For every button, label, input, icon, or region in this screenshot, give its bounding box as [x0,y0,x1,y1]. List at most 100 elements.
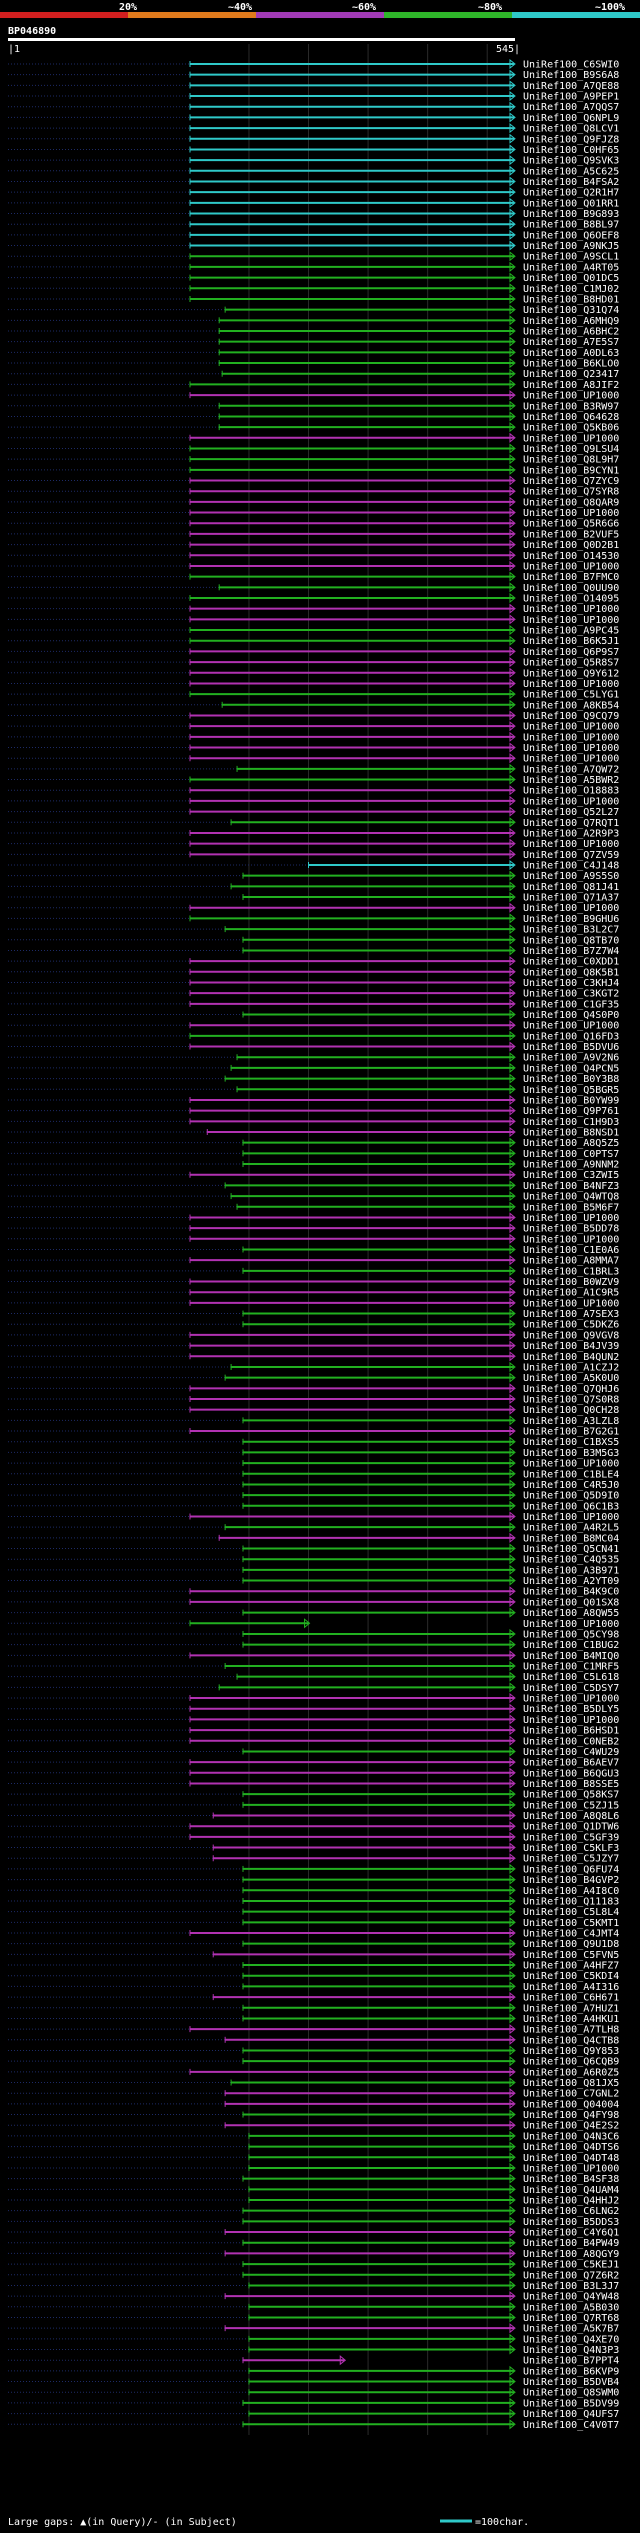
hit-label[interactable]: UniRef100_Q4YW48 [523,2292,619,2303]
hit-row[interactable]: UniRef100_B5DDS3 [8,2216,619,2228]
hit-label[interactable]: UniRef100_C5L618 [523,1672,619,1683]
hit-label[interactable]: UniRef100_UP1000 [523,1213,619,1224]
hit-row[interactable]: UniRef100_UP1000 [8,678,619,690]
hit-label[interactable]: UniRef100_C5KEJ1 [523,2260,619,2271]
hit-row[interactable]: UniRef100_Q8TB70 [8,934,619,946]
hit-row[interactable]: UniRef100_A4RT05 [8,261,619,273]
hit-label[interactable]: UniRef100_A7HUZ1 [523,2003,619,2014]
hit-row[interactable]: UniRef100_Q7ZV59 [8,849,619,861]
hit-row[interactable]: UniRef100_Q4CTB8 [8,2034,619,2046]
hit-label[interactable]: UniRef100_Q1DTW6 [523,1822,619,1833]
hit-row[interactable]: UniRef100_Q9Y612 [8,667,619,679]
hit-row[interactable]: UniRef100_B6KVP9 [8,2365,619,2377]
hit-row[interactable]: UniRef100_C5DSY7 [8,1682,619,1694]
hit-row[interactable]: UniRef100_UP1000 [8,1714,619,1726]
hit-row[interactable]: UniRef100_C4JMT4 [8,1927,619,1940]
hit-row[interactable]: UniRef100_A9PC45 [8,624,619,637]
hit-label[interactable]: UniRef100_C0HF65 [523,145,619,156]
hit-row[interactable]: UniRef100_Q4PCN5 [8,1062,619,1074]
hit-label[interactable]: UniRef100_A5K7B7 [523,2324,619,2335]
hit-row[interactable]: UniRef100_UP1000 [8,753,619,765]
hit-label[interactable]: UniRef100_B0YW99 [523,1095,619,1106]
hit-label[interactable]: UniRef100_B6AEV7 [523,1758,619,1769]
hit-row[interactable]: UniRef100_UP1000 [8,603,619,615]
hit-label[interactable]: UniRef100_UP1000 [523,561,619,572]
hit-label[interactable]: UniRef100_C5DSY7 [523,1683,619,1694]
hit-label[interactable]: UniRef100_Q9Y612 [523,668,619,679]
hit-label[interactable]: UniRef100_B3M5G3 [523,1448,619,1459]
hit-label[interactable]: UniRef100_C4J148 [523,861,619,872]
hit-row[interactable]: UniRef100_Q4N3P3 [8,2344,619,2356]
hit-row[interactable]: UniRef100_A4I316 [8,1981,619,1993]
hit-row[interactable]: UniRef100_C4Y6Q1 [8,2226,619,2239]
hit-row[interactable]: UniRef100_UP1000 [8,721,619,733]
hit-row[interactable]: UniRef100_Q71A37 [8,891,619,904]
hit-label[interactable]: UniRef100_O14530 [523,551,619,562]
hit-label[interactable]: UniRef100_C1BLE4 [523,1469,619,1480]
hit-row[interactable]: UniRef100_Q5R6G6 [8,518,619,530]
hit-label[interactable]: UniRef100_A7SEX3 [523,1309,619,1320]
hit-row[interactable]: UniRef100_A2YT09 [8,1575,619,1587]
hit-row[interactable]: UniRef100_UP1000 [8,1297,619,1309]
hit-label[interactable]: UniRef100_B3L2C7 [523,925,619,936]
hit-row[interactable]: UniRef100_UP1000 [8,795,619,807]
hit-row[interactable]: UniRef100_A6R0Z5 [8,2066,619,2078]
hit-label[interactable]: UniRef100_A7TLH8 [523,2025,619,2036]
hit-row[interactable]: UniRef100_Q9LSU4 [8,443,619,455]
hit-row[interactable]: UniRef100_Q2R1H7 [8,187,619,199]
hit-row[interactable]: UniRef100_A5C625 [8,165,619,177]
hit-label[interactable]: UniRef100_UP1000 [523,903,619,914]
hit-label[interactable]: UniRef100_Q4E2S2 [523,2121,619,2132]
hit-label[interactable]: UniRef100_Q7SYR8 [523,487,619,498]
hit-label[interactable]: UniRef100_Q9P761 [523,1106,619,1117]
hit-label[interactable]: UniRef100_UP1000 [523,796,619,807]
hit-row[interactable]: UniRef100_C5KMT1 [8,1917,619,1929]
hit-row[interactable]: UniRef100_Q6OEF8 [8,229,619,241]
hit-row[interactable]: UniRef100_A1CZJ2 [8,1361,619,1373]
hit-label[interactable]: UniRef100_A3LZL8 [523,1416,619,1427]
hit-row[interactable]: UniRef100_B5DLY5 [8,1703,619,1715]
hit-label[interactable]: UniRef100_Q4CTB8 [523,2035,619,2046]
hit-label[interactable]: UniRef100_C6LNG2 [523,2206,619,2217]
hit-row[interactable]: UniRef100_C5KLF3 [8,1842,619,1854]
hit-row[interactable]: UniRef100_Q7Z6R2 [8,2269,619,2281]
hit-row[interactable]: UniRef100_UP1000 [8,731,619,743]
hit-row[interactable]: UniRef100_Q6C1B3 [8,1500,619,1512]
hit-row[interactable]: UniRef100_C1BUG2 [8,1639,619,1651]
hit-row[interactable]: UniRef100_Q6P9S7 [8,646,619,658]
hit-row[interactable]: UniRef100_B0YW99 [8,1094,619,1106]
hit-label[interactable]: UniRef100_A4R2L5 [523,1523,619,1534]
hit-row[interactable]: UniRef100_A2R9P3 [8,827,619,839]
hit-label[interactable]: UniRef100_Q7Z6R2 [523,2270,619,2281]
hit-row[interactable]: UniRef100_A7QE88 [8,80,619,92]
hit-label[interactable]: UniRef100_A7QE88 [523,81,619,92]
hit-row[interactable]: UniRef100_Q5CY98 [8,1628,619,1640]
hit-label[interactable]: UniRef100_C5JZY7 [523,1854,619,1865]
hit-row[interactable]: UniRef100_C5KEJ1 [8,2259,619,2271]
hit-row[interactable]: UniRef100_B6QGU3 [8,1767,619,1779]
hit-label[interactable]: UniRef100_B4MIQ0 [523,1651,619,1662]
hit-row[interactable]: UniRef100_UP1000 [8,1458,619,1470]
hit-row[interactable]: UniRef100_Q9SVK3 [8,155,619,167]
hit-label[interactable]: UniRef100_UP1000 [523,1694,619,1705]
hit-row[interactable]: UniRef100_UP1000 [8,838,619,850]
hit-label[interactable]: UniRef100_Q04004 [523,2099,619,2110]
hit-row[interactable]: UniRef100_Q6NPL9 [8,112,619,124]
hit-label[interactable]: UniRef100_Q7RQT1 [523,818,619,829]
hit-row[interactable]: UniRef100_C4R5J0 [8,1479,619,1491]
hit-row[interactable]: UniRef100_A6MHQ9 [8,315,619,327]
hit-label[interactable]: UniRef100_B7PPT4 [523,2356,619,2367]
hit-label[interactable]: UniRef100_Q5KB06 [523,423,619,434]
hit-row[interactable]: UniRef100_Q4YW48 [8,2291,619,2303]
hit-row[interactable]: UniRef100_A8Q8L6 [8,1810,619,1822]
hit-row[interactable]: UniRef100_C5GF39 [8,1831,619,1843]
hit-label[interactable]: UniRef100_Q6OEF8 [523,230,619,241]
hit-label[interactable]: UniRef100_O18883 [523,786,619,797]
hit-label[interactable]: UniRef100_Q4UFS7 [523,2409,619,2420]
hit-label[interactable]: UniRef100_Q0D2B1 [523,540,619,551]
hit-row[interactable]: UniRef100_Q4DTS6 [8,2141,619,2153]
hit-label[interactable]: UniRef100_Q31Q74 [523,305,619,316]
hit-label[interactable]: UniRef100_B4JV39 [523,1341,619,1352]
hit-row[interactable]: UniRef100_Q9FJZ8 [8,133,619,145]
hit-label[interactable]: UniRef100_C5ZJ15 [523,1800,619,1811]
